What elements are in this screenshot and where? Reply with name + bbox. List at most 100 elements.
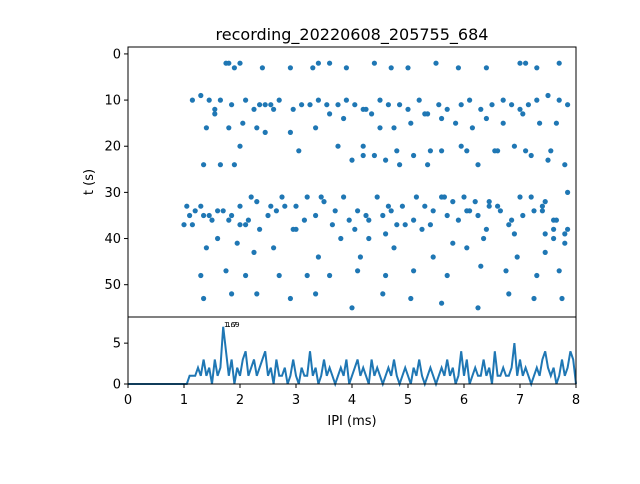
raster-point bbox=[469, 125, 475, 131]
raster-point bbox=[422, 111, 428, 117]
raster-point bbox=[509, 102, 515, 108]
raster-point bbox=[296, 148, 302, 154]
histogram-x-tick-label: 5 bbox=[404, 393, 412, 408]
raster-point bbox=[318, 194, 324, 200]
raster-point bbox=[226, 217, 232, 223]
raster-point bbox=[523, 148, 529, 154]
raster-point bbox=[343, 97, 349, 103]
raster-point bbox=[206, 212, 212, 219]
raster-point bbox=[380, 291, 386, 297]
raster-point bbox=[542, 199, 548, 205]
histogram-y-ticks: 05 bbox=[113, 337, 128, 393]
raster-point bbox=[525, 102, 532, 108]
raster-point bbox=[223, 268, 229, 274]
raster-point bbox=[514, 254, 520, 260]
raster-point bbox=[287, 295, 293, 302]
raster-point bbox=[201, 162, 207, 168]
raster-point bbox=[453, 120, 459, 126]
raster-point bbox=[371, 152, 377, 159]
raster-point bbox=[273, 208, 279, 214]
raster-points bbox=[181, 60, 571, 311]
histogram-x-tick-label: 2 bbox=[236, 393, 244, 408]
raster-point bbox=[489, 102, 495, 108]
raster-point bbox=[307, 102, 313, 108]
raster-point bbox=[478, 106, 484, 112]
raster-point bbox=[217, 162, 223, 168]
raster-point bbox=[534, 65, 540, 71]
raster-point bbox=[413, 194, 419, 200]
raster-point bbox=[551, 226, 557, 232]
raster-point bbox=[492, 148, 498, 154]
raster-point bbox=[374, 194, 380, 200]
histogram-x-tick-label: 6 bbox=[460, 393, 468, 408]
raster-point bbox=[268, 102, 274, 108]
raster-point bbox=[383, 157, 389, 163]
raster-point bbox=[299, 102, 305, 108]
raster-point bbox=[184, 203, 190, 209]
raster-point bbox=[293, 203, 299, 209]
raster-point bbox=[556, 268, 562, 274]
raster-point bbox=[237, 143, 243, 149]
raster-point bbox=[444, 212, 450, 219]
raster-point bbox=[506, 291, 512, 297]
raster-point bbox=[383, 272, 389, 279]
raster-point bbox=[229, 291, 235, 297]
raster-point bbox=[271, 245, 277, 251]
raster-point bbox=[271, 106, 277, 112]
raster-point bbox=[282, 203, 288, 209]
raster-point bbox=[335, 102, 341, 108]
raster-point bbox=[475, 162, 481, 168]
raster-point bbox=[198, 92, 204, 99]
raster-point bbox=[189, 97, 195, 103]
raster-point bbox=[304, 194, 310, 200]
raster-point bbox=[237, 60, 243, 66]
raster-point bbox=[237, 203, 243, 209]
histogram-line bbox=[128, 326, 577, 388]
raster-point bbox=[394, 148, 400, 154]
raster-point bbox=[203, 125, 209, 131]
raster-point bbox=[486, 199, 492, 205]
raster-point bbox=[481, 235, 487, 242]
raster-point bbox=[293, 226, 299, 232]
raster-point bbox=[455, 65, 461, 71]
raster-point bbox=[360, 152, 366, 159]
raster-point bbox=[327, 111, 333, 117]
raster-point bbox=[439, 148, 445, 154]
raster-point bbox=[475, 212, 481, 219]
raster-point bbox=[523, 60, 529, 66]
raster-point bbox=[343, 65, 349, 71]
raster-point bbox=[427, 148, 433, 154]
raster-point bbox=[231, 65, 237, 71]
raster-point bbox=[455, 217, 461, 223]
raster-point bbox=[511, 143, 517, 149]
raster-point bbox=[251, 106, 257, 112]
raster-point bbox=[262, 102, 268, 108]
raster-point bbox=[391, 125, 397, 131]
raster-point bbox=[212, 111, 218, 117]
raster-y-tick-label: 30 bbox=[104, 186, 121, 201]
raster-point bbox=[355, 208, 361, 214]
histogram-x-tick-label: 4 bbox=[348, 393, 356, 408]
raster-point bbox=[262, 129, 268, 135]
raster-point bbox=[531, 208, 537, 214]
raster-point bbox=[545, 92, 551, 99]
raster-point bbox=[254, 199, 260, 205]
raster-point bbox=[363, 106, 369, 112]
raster-point bbox=[329, 222, 335, 228]
raster-point bbox=[483, 65, 489, 71]
raster-point bbox=[483, 115, 489, 122]
raster-point bbox=[565, 189, 571, 195]
raster-point bbox=[341, 115, 347, 122]
raster-y-tick-label: 20 bbox=[104, 140, 121, 155]
raster-point bbox=[315, 254, 321, 260]
raster-point bbox=[355, 268, 361, 274]
raster-point bbox=[349, 305, 355, 311]
raster-point bbox=[206, 97, 212, 103]
raster-point bbox=[511, 231, 517, 237]
raster-point bbox=[467, 97, 473, 103]
raster-point bbox=[497, 208, 503, 214]
raster-point bbox=[430, 208, 436, 214]
raster-point bbox=[363, 212, 369, 219]
